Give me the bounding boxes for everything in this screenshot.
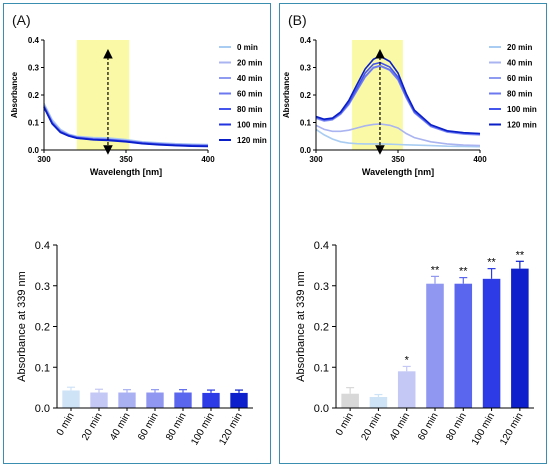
- b-y-tick-label-1: 0.1: [300, 119, 312, 128]
- b-y-tick-label-3: 0.3: [300, 64, 312, 73]
- b-bar-3: [426, 283, 444, 408]
- a-bar-y-axis-label: Absorbance at 339 nm: [16, 271, 28, 382]
- b-bar-6: [511, 268, 529, 408]
- a-y-tick-label-3: 0.3: [28, 64, 40, 73]
- b-category-label-6: 120 min: [498, 411, 525, 447]
- b-bar-y-tick-label-0: 0.0: [314, 403, 329, 415]
- b-bar-y-tick-label-1: 0.1: [314, 362, 329, 374]
- a-x-tick-label-2: 400: [201, 155, 215, 164]
- a-x-tick-label-1: 350: [119, 155, 133, 164]
- a-legend-label-4: 80 min: [237, 105, 262, 114]
- b-category-label-1: 20 min: [359, 411, 384, 442]
- a-y-axis-label: Absorbance: [10, 71, 19, 118]
- a-category-label-6: 120 min: [217, 411, 244, 447]
- a-legend-label-2: 40 min: [237, 74, 262, 83]
- a-bar-3: [146, 392, 164, 408]
- a-x-axis-label: Wavelength [nm]: [90, 167, 162, 177]
- b-legend-label-0: 20 min: [507, 43, 532, 52]
- a-bar-2: [118, 392, 136, 408]
- b-y-tick-label-2: 0.2: [300, 91, 312, 100]
- a-legend-label-6: 120 min: [237, 136, 267, 145]
- b-significance-6: **: [516, 249, 525, 261]
- b-y-tick-label-4: 0.4: [300, 36, 312, 45]
- b-category-label-5: 100 min: [470, 411, 497, 447]
- b-significance-5: **: [487, 257, 496, 269]
- b-y-axis-label: Absorbance: [282, 71, 291, 118]
- b-legend-label-3: 80 min: [507, 90, 532, 99]
- panel-a: [3, 3, 271, 464]
- a-bar-6: [230, 392, 248, 408]
- b-legend-label-2: 60 min: [507, 74, 532, 83]
- a-legend-label-1: 20 min: [237, 59, 262, 68]
- a-y-tick-label-1: 0.1: [28, 119, 40, 128]
- b-category-label-4: 80 min: [444, 411, 469, 442]
- a-category-label-2: 40 min: [108, 411, 133, 442]
- b-bar-y-axis-label: Absorbance at 339 nm: [295, 271, 307, 382]
- panel-b: [279, 3, 547, 464]
- a-bar-1: [90, 392, 108, 408]
- b-significance-3: **: [431, 264, 440, 276]
- a-bar-4: [174, 392, 192, 408]
- b-category-label-0: 0 min: [334, 411, 356, 438]
- a-category-label-1: 20 min: [80, 411, 105, 442]
- b-x-tick-label-0: 300: [309, 155, 323, 164]
- a-y-tick-label-4: 0.4: [28, 36, 40, 45]
- a-bar-y-tick-label-3: 0.3: [35, 281, 50, 293]
- b-bar-0: [341, 393, 359, 408]
- a-category-label-0: 0 min: [55, 411, 77, 438]
- a-bar-y-tick-label-1: 0.1: [35, 362, 50, 374]
- b-bar-y-tick-label-2: 0.2: [314, 322, 329, 334]
- b-bar-4: [454, 283, 473, 408]
- a-category-label-3: 60 min: [136, 411, 161, 442]
- a-y-tick-label-0: 0.0: [28, 146, 40, 155]
- a-category-label-4: 80 min: [164, 411, 189, 442]
- a-highlight-band: [76, 40, 130, 150]
- b-bar-y-tick-label-4: 0.4: [314, 240, 329, 252]
- b-y-tick-label-0: 0.0: [300, 146, 312, 155]
- b-bar-5: [482, 278, 501, 408]
- b-x-tick-label-2: 400: [473, 155, 487, 164]
- a-bar-y-tick-label-4: 0.4: [35, 240, 50, 252]
- a-y-tick-label-2: 0.2: [28, 91, 40, 100]
- b-category-label-2: 40 min: [388, 411, 413, 442]
- a-bar-0: [62, 390, 80, 408]
- b-significance-2: *: [405, 354, 410, 366]
- a-bar-5: [202, 392, 220, 408]
- b-bar-y-tick-label-3: 0.3: [314, 281, 329, 293]
- b-bar-2: [397, 371, 416, 408]
- b-category-label-3: 60 min: [416, 411, 441, 442]
- a-bar-y-tick-label-0: 0.0: [35, 403, 50, 415]
- panel-a-label: (A): [12, 12, 31, 28]
- b-x-tick-label-1: 350: [391, 155, 405, 164]
- a-category-label-5: 100 min: [189, 411, 216, 447]
- b-legend-label-1: 40 min: [507, 59, 532, 68]
- panel-b-label: (B): [288, 12, 307, 28]
- b-legend-label-4: 100 min: [507, 105, 537, 114]
- a-legend-label-3: 60 min: [237, 90, 262, 99]
- a-legend-label-5: 100 min: [237, 121, 267, 130]
- a-x-tick-label-0: 300: [37, 155, 51, 164]
- a-legend-label-0: 0 min: [237, 43, 258, 52]
- b-significance-4: **: [459, 266, 468, 278]
- b-bar-1: [369, 396, 388, 408]
- a-bar-y-tick-label-2: 0.2: [35, 322, 50, 334]
- b-x-axis-label: Wavelength [nm]: [362, 167, 434, 177]
- b-legend-label-5: 120 min: [507, 121, 537, 130]
